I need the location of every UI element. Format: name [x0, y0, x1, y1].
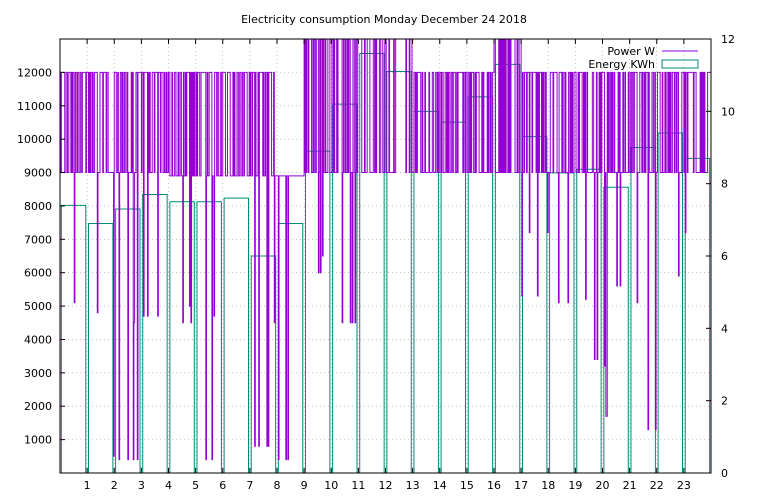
x-tick-label: 6: [219, 479, 226, 492]
power-w-series: [60, 38, 711, 461]
legend: Power W Energy KWh: [588, 45, 699, 71]
energy-bar: [521, 136, 548, 473]
x-tick-label: 10: [324, 479, 338, 492]
energy-bar: [386, 71, 412, 473]
energy-bar: [440, 121, 467, 473]
x-tick-label: 21: [623, 479, 637, 492]
energy-bar: [87, 222, 114, 473]
energy-bar: [196, 201, 222, 473]
x-tick-label: 16: [487, 479, 501, 492]
x-tick-label: 7: [246, 479, 253, 492]
y-left-tick-label: 10000: [17, 133, 52, 146]
x-tick-label: 23: [677, 479, 691, 492]
y-axis-right: 0 2 4 6 8 10 12: [706, 33, 735, 480]
x-tick-label: 20: [596, 479, 610, 492]
y-left-tick-label: 9000: [24, 167, 52, 180]
energy-bar: [684, 157, 711, 473]
x-tick-label: 15: [460, 479, 474, 492]
x-tick-label: 5: [192, 479, 199, 492]
y-left-tick-label: 4000: [24, 333, 52, 346]
x-tick-label: 17: [514, 479, 528, 492]
y-right-tick-label: 10: [721, 105, 735, 118]
x-tick-label: 14: [433, 479, 447, 492]
y-right-tick-label: 0: [721, 467, 728, 480]
legend-energy-swatch: [661, 59, 699, 69]
y-right-tick-label: 4: [721, 322, 728, 335]
y-left-tick-label: 8000: [24, 200, 52, 213]
y-left-tick-label: 5000: [24, 300, 52, 313]
y-right-tick-label: 12: [721, 33, 735, 46]
energy-bar: [630, 147, 656, 473]
y-right-tick-label: 6: [721, 250, 728, 263]
energy-bar: [467, 96, 494, 473]
x-tick-label: 8: [274, 479, 281, 492]
x-axis: 1 2 3 4 5 6 7 8 9 10 11 12 13 14 15 16 17 18 19 20 21 22 23: [84, 39, 691, 492]
x-tick-label: 19: [568, 479, 582, 492]
energy-bar: [223, 197, 250, 473]
y-right-tick-label: 2: [721, 395, 728, 408]
energy-bar: [549, 172, 575, 473]
energy-bar: [494, 63, 521, 473]
energy-bar: [413, 110, 439, 473]
y-right-tick-label: 8: [721, 178, 728, 191]
x-tick-label: 4: [165, 479, 172, 492]
energy-bar: [250, 255, 277, 473]
y-axis-left: 1000 2000 3000 4000 5000 6000 7000 8000 9000 1000…: [17, 66, 65, 447]
power-trace: [60, 38, 711, 461]
energy-bar: [304, 150, 331, 473]
energy-bar: [169, 201, 195, 473]
x-tick-label: 11: [351, 479, 365, 492]
x-tick-label: 12: [379, 479, 393, 492]
x-tick-label: 3: [138, 479, 145, 492]
x-tick-label: 18: [541, 479, 555, 492]
y-left-tick-label: 2000: [24, 400, 52, 413]
y-left-tick-label: 1000: [24, 434, 52, 447]
y-left-tick-label: 11000: [17, 100, 52, 113]
energy-bar: [277, 222, 304, 473]
x-tick-label: 9: [301, 479, 308, 492]
y-left-tick-label: 7000: [24, 233, 52, 246]
x-tick-label: 2: [111, 479, 118, 492]
energy-bar: [142, 194, 168, 473]
x-tick-label: 1: [84, 479, 91, 492]
chart-title: Electricity consumption Monday December …: [241, 13, 527, 26]
legend-energy-label: Energy KWh: [588, 58, 655, 71]
x-tick-label: 22: [650, 479, 664, 492]
energy-bar: [60, 204, 87, 473]
x-tick-label: 13: [406, 479, 420, 492]
y-left-tick-label: 6000: [24, 267, 52, 280]
energy-bar: [576, 168, 602, 473]
y-left-tick-label: 3000: [24, 367, 52, 380]
energy-bar: [603, 186, 629, 473]
legend-power-label: Power W: [607, 45, 655, 58]
energy-bar: [359, 52, 385, 473]
y-left-tick-label: 12000: [17, 66, 52, 79]
